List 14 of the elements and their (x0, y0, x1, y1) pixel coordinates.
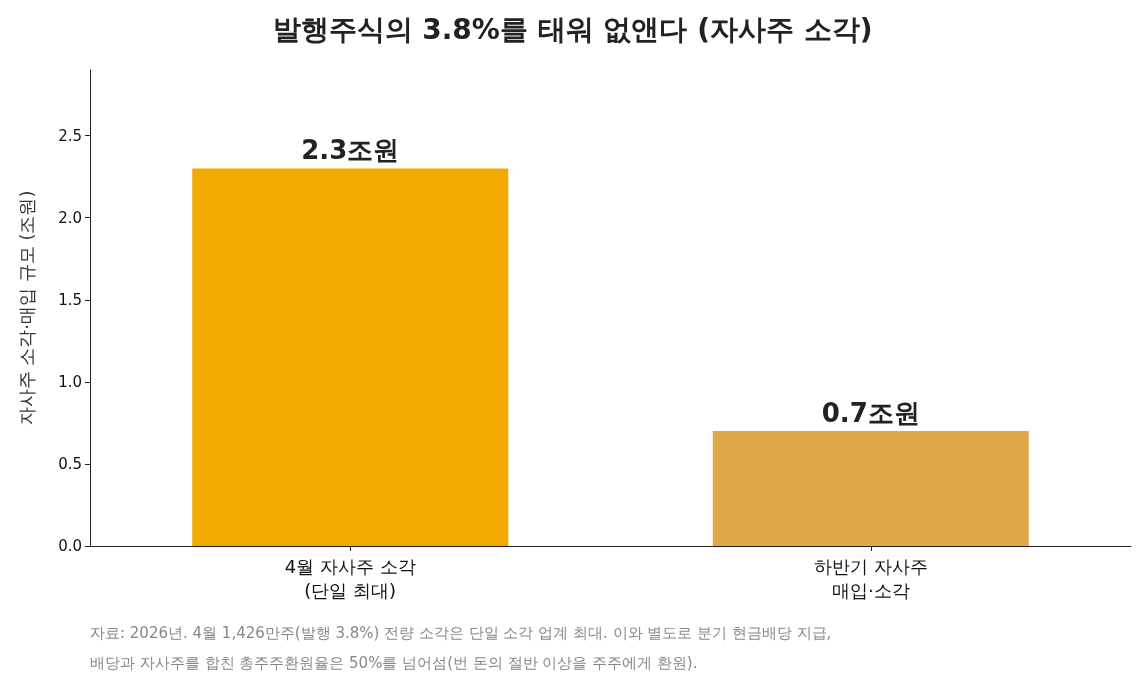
y-tick-label: 2.0 (58, 208, 82, 227)
y-tick-label: 0.5 (58, 454, 82, 473)
y-tick-label: 1.5 (58, 290, 82, 309)
text: 자료: 2026년. 4월 1,426만주(발행 3.8%) 전량 소각은 단일 소각 업계 최대. 이와 별도로 분기 현금배당 지급, (90, 623, 832, 642)
y-tick-label: 1.0 (58, 372, 82, 391)
y-tick-label: 0.0 (58, 537, 82, 555)
text: 배당과 자사주를 합친 총주주환원율은 50%를 넘어섬(번 돈의 절반 이상을 주주에게 환원). (90, 653, 698, 672)
chart-title: 발행주식의 3.8%를 태워 없앤다 (자사주 소각) (272, 12, 873, 46)
data-label: 2.3조원 (301, 135, 400, 166)
y-tick-label: 2.5 (58, 126, 82, 145)
x-tick-label: 4월 자사주 소각 (단일 최대) (284, 555, 416, 601)
y-axis-title: 자사주 소각·매입 규모 (조원) (15, 190, 37, 426)
data-label: 0.7조원 (821, 398, 920, 429)
x-tick-label: 하반기 자사주 매입·소각 (813, 555, 928, 601)
